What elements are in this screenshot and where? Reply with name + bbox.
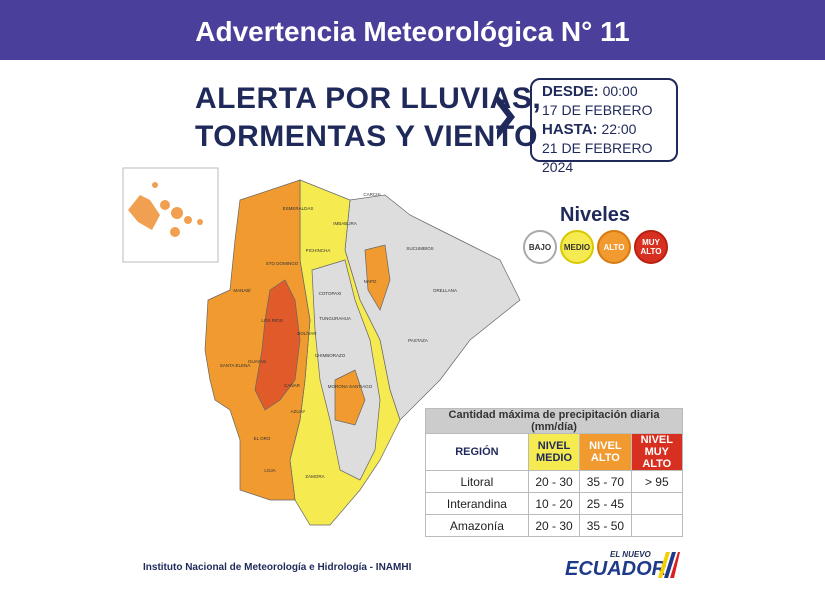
level-badge: MUY ALTO <box>634 230 668 264</box>
province-label: CAÑAR <box>284 382 301 388</box>
table-cell: Litoral <box>425 470 529 493</box>
level-badge: MEDIO <box>560 230 594 264</box>
table-caption: Cantidad máxima de precipitación diaria … <box>425 408 683 434</box>
logo-flag <box>658 552 680 578</box>
table-header: NIVEL ALTO <box>579 433 632 471</box>
table-cell: Amazonía <box>425 514 529 537</box>
province-label: ESMERALDAS <box>283 206 314 211</box>
period-box: DESDE: 00:00 17 DE FEBRERO HASTA: 22:00 … <box>530 78 678 175</box>
table-header: REGIÓN <box>425 433 529 471</box>
levels: BAJO MEDIO ALTO MUY ALTO <box>523 230 668 264</box>
province-label: EL ORO <box>254 436 271 441</box>
province-label: SUCUMBIOS <box>406 246 433 251</box>
precip-table: Cantidad máxima de precipitación diaria … <box>425 408 684 537</box>
province-label: AZUAY <box>291 409 306 414</box>
logo: ECUADOR <box>565 558 667 580</box>
alert-line: TORMENTAS Y VIENTO <box>195 120 538 153</box>
galapagos <box>128 182 203 237</box>
province-label: NAPO <box>364 279 377 284</box>
province-label: TUNGURAHUA <box>319 316 351 321</box>
province-label: LOS RÍOS <box>261 317 282 323</box>
table-row: Amazonía 20 - 30 35 - 50 <box>425 514 684 537</box>
level-badge: BAJO <box>523 230 557 264</box>
province-label: PICHINCHA <box>306 248 331 253</box>
province-label: LOJA <box>264 468 275 473</box>
label: HASTA: <box>542 121 598 138</box>
province-label: ORELLANA <box>433 288 457 293</box>
province-label: STO DOMINGO <box>266 261 299 266</box>
level-badge: ALTO <box>597 230 631 264</box>
table-row: Litoral 20 - 30 35 - 70 > 95 <box>425 470 684 493</box>
province-label: ZAMORA <box>305 474 324 479</box>
province-label: MANABÍ <box>233 287 251 293</box>
table-cell: 25 - 45 <box>579 492 632 515</box>
logo-small: EL NUEVO <box>610 550 651 559</box>
table-cell: 35 - 50 <box>579 514 632 537</box>
time: 22:00 <box>601 121 637 137</box>
label: DESDE: <box>542 83 599 100</box>
province-label: COTOPAXI <box>319 291 342 296</box>
province-label: GUAYAS <box>248 359 266 364</box>
provinces <box>204 179 521 526</box>
time: 00:00 <box>602 83 638 99</box>
header-title: Advertencia Meteorológica N° 11 <box>0 0 825 60</box>
table-cell: Interandina <box>425 492 529 515</box>
province-label: MORONA SANTIAGO <box>328 384 373 389</box>
table-cell <box>630 514 684 537</box>
date: 21 DE FEBRERO 2024 <box>542 140 653 175</box>
province-label: IMBABURA <box>333 221 357 226</box>
table-cell: > 95 <box>630 470 684 493</box>
table-cell <box>630 492 684 515</box>
table-cell: 35 - 70 <box>579 470 632 493</box>
province-labels: ESMERALDAS CARCHI IMBABURA SUCUMBIOS PICHINC… <box>220 192 457 479</box>
province-label: CARCHI <box>363 192 380 197</box>
table-cell: 20 - 30 <box>527 470 581 493</box>
table-header: NIVEL MUY ALTO <box>630 433 684 471</box>
levels-title: Niveles <box>560 204 631 226</box>
table-header: NIVEL MEDIO <box>527 433 581 471</box>
province-label: BOLÍVAR <box>297 330 317 336</box>
province-label: CHIMBORAZO <box>315 353 346 358</box>
arrow <box>497 94 515 140</box>
date: 17 DE FEBRERO <box>542 102 653 118</box>
province-label: SANTA ELENA <box>220 363 250 368</box>
province-label: PASTAZA <box>408 338 428 343</box>
table-row: Interandina 10 - 20 25 - 45 <box>425 492 684 515</box>
footer-source: Instituto Nacional de Meteorología e Hid… <box>143 562 412 573</box>
alert-line: ALERTA POR LLUVIAS, <box>195 82 542 115</box>
table-cell: 10 - 20 <box>527 492 581 515</box>
table-cell: 20 - 30 <box>527 514 581 537</box>
